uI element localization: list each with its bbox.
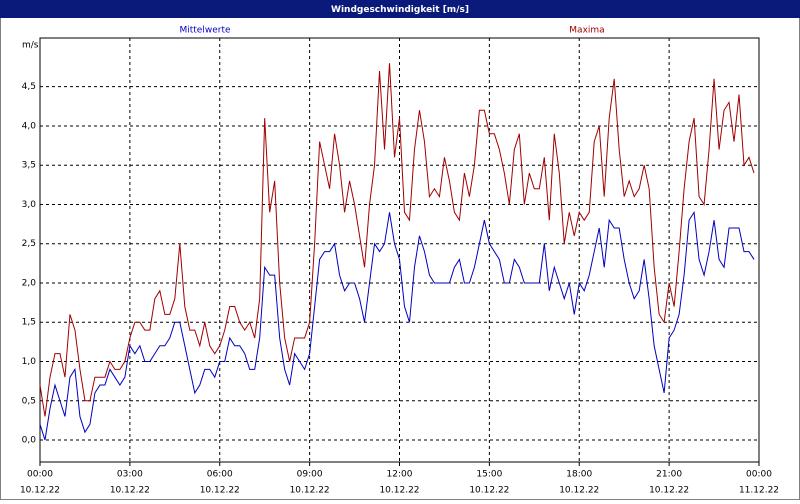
y-unit: m/s [22,41,39,51]
x-tick-label: 06:00 [207,470,233,480]
x-tick-date: 10.12.22 [559,486,599,496]
x-tick-date: 10.12.22 [200,486,240,496]
y-tick-label: 2,5 [22,239,36,249]
y-tick-label: 2,0 [22,278,37,288]
x-tick-label: 00:00 [746,470,772,480]
x-tick-date: 11.12.22 [739,486,779,496]
y-tick-label: 4,5 [22,82,36,92]
y-tick-label: 0,0 [22,436,37,446]
x-tick-date: 10.12.22 [290,486,330,496]
x-tick-label: 12:00 [387,470,413,480]
series-line [39,210,755,441]
y-tick-label: 1,5 [22,318,36,328]
x-tick-date: 10.12.22 [379,486,419,496]
x-tick-date: 10.12.22 [649,486,689,496]
x-tick-label: 03:00 [117,470,143,480]
x-tick-label: 18:00 [566,470,592,480]
x-tick-label: 21:00 [656,470,682,480]
x-tick-label: 15:00 [476,470,502,480]
y-tick-label: 3,5 [22,161,36,171]
legend-label: Mittelwerte [179,26,230,36]
x-tick-date: 10.12.22 [20,486,60,496]
y-tick-label: 1,0 [22,357,37,367]
y-tick-label: 0,5 [22,396,36,406]
y-tick-label: 3,0 [22,200,37,210]
window-title: Windgeschwindigkeit [m/s] [331,5,469,15]
x-tick-label: 00:00 [27,470,53,480]
legend-label: Maxima [569,26,604,36]
title-bar [0,0,800,18]
x-tick-date: 10.12.22 [469,486,509,496]
x-tick-date: 10.12.22 [110,486,150,496]
series-line [39,63,755,417]
x-tick-label: 09:00 [297,470,323,480]
y-tick-label: 4,0 [22,121,37,131]
